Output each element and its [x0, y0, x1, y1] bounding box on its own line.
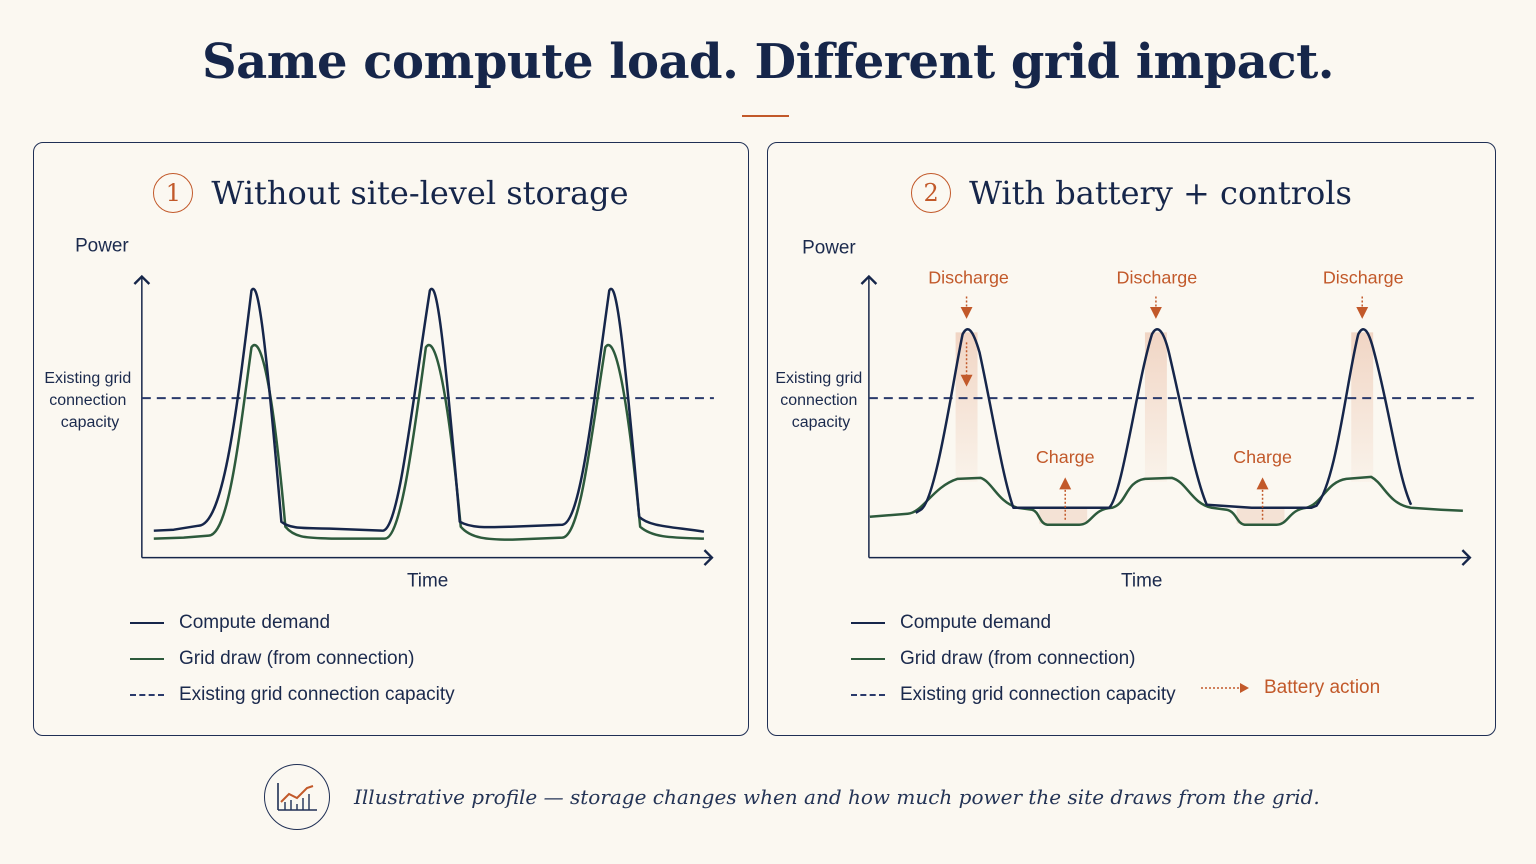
panel-header: 1 Without site-level storage: [34, 173, 748, 213]
y-axis-label: Power: [802, 238, 856, 259]
grid-draw-line: [869, 475, 1463, 526]
charge-shade: [1236, 508, 1285, 524]
discharge-shade: [955, 332, 978, 482]
panel-without-storage: 1 Without site-level storage Power Time …: [33, 142, 749, 736]
title-divider: [742, 115, 789, 117]
step-number-badge: 2: [911, 173, 952, 213]
discharge-label: Discharge: [928, 268, 1009, 288]
charge-shade: [1039, 508, 1088, 524]
legend: Compute demand Grid draw (from connectio…: [851, 605, 1176, 713]
discharge-label: Discharge: [1323, 268, 1404, 288]
discharge-shade: [1351, 332, 1374, 482]
compute-demand-line: [915, 328, 1413, 514]
footer-note: Illustrative profile — storage changes w…: [264, 764, 1320, 830]
line-chart-icon: [264, 764, 330, 830]
x-axis-label: Time: [407, 571, 448, 592]
compute-demand-line: [153, 287, 705, 533]
legend-item-battery-action: Battery action: [1200, 677, 1380, 699]
y-axis-label: Power: [75, 236, 129, 257]
x-axis-label: Time: [1121, 571, 1162, 592]
page-title: Same compute load. Different grid impact…: [201, 34, 1335, 90]
panel-with-battery: 2 With battery + controls Power Time: [767, 142, 1496, 736]
footer-caption: Illustrative profile — storage changes w…: [354, 785, 1320, 809]
discharge-label: Discharge: [1117, 268, 1198, 288]
discharge-shade: [1144, 332, 1167, 482]
legend-item-grid: Grid draw (from connection): [130, 641, 455, 677]
panel-title: With battery + controls: [969, 174, 1352, 212]
legend-item-capacity: Existing grid connection capacity: [851, 677, 1176, 713]
legend-item-compute: Compute demand: [130, 605, 455, 641]
chart-without-storage: Power Time Existing grid connection capa…: [44, 236, 714, 592]
panel-header: 2 With battery + controls: [768, 173, 1495, 213]
legend-item-compute: Compute demand: [851, 605, 1176, 641]
charge-label: Charge: [1233, 447, 1292, 467]
legend-item-grid: Grid draw (from connection): [851, 641, 1176, 677]
capacity-label: Existing grid connection capacity: [775, 370, 866, 431]
legend: Compute demand Grid draw (from connectio…: [130, 605, 455, 713]
grid-draw-line: [153, 344, 704, 541]
charge-label: Charge: [1036, 447, 1095, 467]
capacity-label: Existing grid connection capacity: [44, 370, 135, 431]
panel-title: Without site-level storage: [211, 174, 629, 212]
step-number-badge: 1: [153, 173, 194, 213]
chart-with-battery: Power Time Existing grid connection capa…: [775, 238, 1474, 592]
legend-item-capacity: Existing grid connection capacity: [130, 677, 455, 713]
dotted-arrow-icon: [1201, 683, 1249, 693]
